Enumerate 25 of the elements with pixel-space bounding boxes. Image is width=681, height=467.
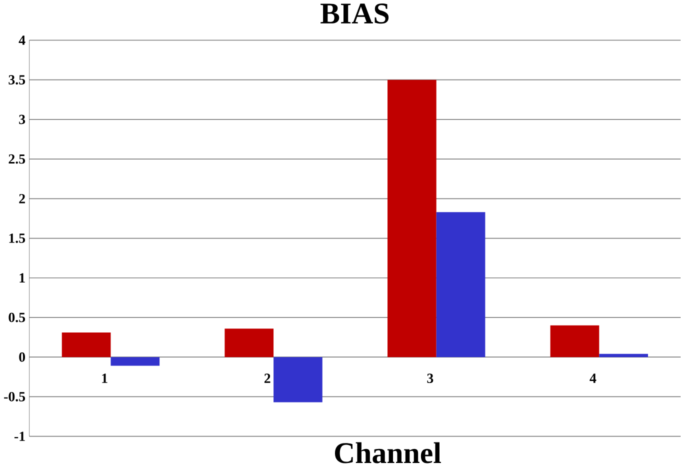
y-tick-label: 3.5	[8, 75, 26, 85]
bar	[436, 212, 486, 358]
y-tick-label: -0.5	[4, 392, 26, 402]
x-tick-label: 3	[427, 374, 434, 384]
bar	[599, 354, 648, 358]
y-tick-label: 2.5	[8, 154, 26, 164]
x-tick-label: 2	[264, 374, 270, 383]
x-tick-label: 4	[590, 374, 596, 383]
bar	[274, 357, 322, 402]
bar	[110, 357, 160, 366]
bar	[388, 80, 436, 358]
bar	[224, 328, 274, 358]
bar	[550, 326, 600, 358]
y-tick-label: 1	[20, 273, 25, 283]
chart-title: BIAS	[320, 4, 389, 24]
y-tick-label: 2	[19, 194, 25, 204]
y-tick-label: 0	[19, 352, 26, 362]
x-tick-label: 1	[102, 374, 108, 383]
x-axis-title: Channel	[334, 442, 441, 464]
y-tick-label: -1	[14, 432, 25, 441]
y-tick-label: 4	[18, 36, 26, 45]
y-tick-label: 1.5	[9, 234, 26, 244]
bar	[62, 332, 111, 358]
y-tick-label: 3	[19, 114, 26, 124]
y-tick-label: 0.5	[8, 312, 26, 322]
